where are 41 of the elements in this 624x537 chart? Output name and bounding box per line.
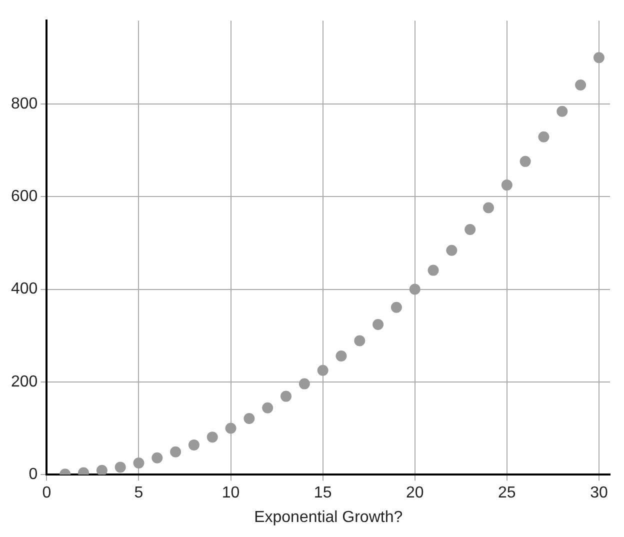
point	[446, 244, 458, 256]
point	[501, 180, 512, 191]
point	[170, 446, 182, 458]
point	[464, 224, 476, 236]
point	[354, 335, 366, 346]
point	[188, 439, 200, 450]
x-tick-label: 0	[42, 484, 52, 502]
x-tick-label: 10	[222, 484, 240, 502]
point	[280, 390, 292, 402]
point	[483, 202, 494, 214]
x-tick-label: 30	[590, 484, 608, 502]
point	[262, 402, 274, 414]
point	[225, 422, 236, 434]
point	[428, 264, 439, 276]
point	[114, 462, 126, 473]
y-tick-label: 600	[10, 188, 38, 206]
point	[96, 464, 108, 475]
point	[298, 378, 310, 390]
point	[520, 156, 531, 167]
point	[409, 284, 420, 295]
point	[336, 350, 347, 362]
point	[206, 432, 218, 443]
x-tick-label: 5	[134, 484, 144, 502]
x-tick-label: 25	[498, 484, 516, 502]
point	[133, 458, 144, 469]
y-tick-label: 200	[10, 373, 38, 390]
point	[152, 452, 163, 464]
point	[538, 131, 550, 142]
point	[317, 364, 328, 376]
x-tick-label: 15	[314, 484, 332, 502]
y-tick-label: 0	[28, 466, 38, 484]
point	[593, 52, 604, 64]
x-tick-label: 20	[406, 484, 424, 502]
x-axis-title: Exponential Growth?	[254, 508, 403, 526]
point	[372, 319, 384, 330]
y-tick-label: 400	[10, 280, 38, 298]
point	[244, 413, 255, 424]
y-tick-label: 800	[10, 95, 38, 112]
point	[575, 79, 586, 90]
point	[556, 106, 568, 117]
point	[390, 302, 402, 313]
